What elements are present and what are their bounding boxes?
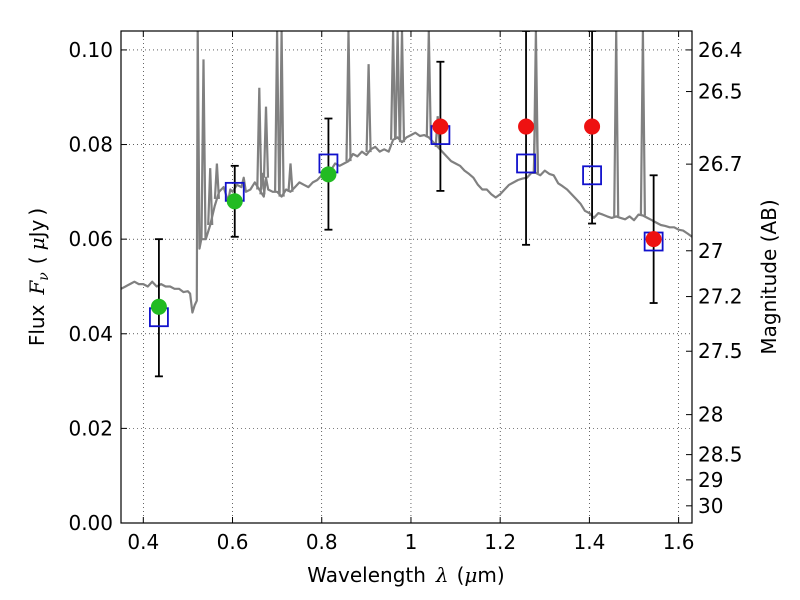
y2-tick-label: 30: [698, 494, 723, 518]
plot-frame: [120, 30, 693, 524]
y2-tick-label: 28: [698, 403, 723, 427]
emission-line: [365, 64, 372, 153]
x-axis-label: Wavelength λ (μm): [307, 563, 504, 587]
emission-line: [200, 59, 207, 240]
x-tick-label: 0.4: [127, 530, 159, 554]
emission-line: [256, 87, 263, 190]
y2-tick-label: 26.7: [698, 152, 743, 176]
y2-tick-label: 27.2: [698, 285, 743, 309]
emission-line: [639, 31, 646, 216]
emission-line: [434, 116, 441, 147]
y2-tick-label: 26.4: [698, 38, 743, 62]
plot-background: [121, 31, 692, 523]
y2-tick-label: 28.5: [698, 443, 743, 467]
x-tick-label: 1.4: [573, 530, 605, 554]
x-tick-label: 1.6: [663, 530, 695, 554]
emission-line: [398, 31, 406, 143]
x-axis: 0.4 0.6 0.8 1 1.2 1.4 1.6: [127, 31, 695, 554]
y-tick-label: 0.00: [68, 511, 113, 535]
green-circle-marker: [226, 193, 243, 210]
y-tick-label: 0.06: [68, 227, 113, 251]
emission-line: [532, 31, 539, 173]
x-tick-label: 0.6: [217, 530, 249, 554]
y2-tick-label: 27: [698, 239, 723, 263]
red-circle-marker: [518, 118, 535, 135]
emission-line: [345, 31, 352, 162]
emission-line: [613, 31, 620, 217]
emission-line: [394, 31, 401, 138]
square-marker: [516, 153, 536, 174]
x-tick-label: 0.8: [306, 530, 338, 554]
red-circle-marker: [584, 118, 601, 135]
green-circle-marker: [150, 298, 167, 315]
emission-line: [259, 172, 266, 195]
emission-line: [425, 31, 432, 138]
y-tick-label: 0.04: [68, 322, 113, 346]
y2-tick-label: 27.5: [698, 339, 743, 363]
red-circle-marker: [432, 118, 449, 135]
square-marker: [582, 165, 602, 186]
y-tick-label: 0.10: [68, 38, 113, 62]
red-circle-marker: [645, 231, 662, 248]
y2-tick-label: 26.5: [698, 80, 743, 104]
emission-line: [278, 31, 285, 197]
y-tick-label: 0.08: [68, 133, 113, 157]
y-axis-label: FluxFν(μJy): [25, 208, 52, 346]
x-tick-label: 1.2: [484, 530, 516, 554]
x-tick-label: 1: [405, 530, 418, 554]
green-circle-marker: [320, 166, 337, 183]
y-tick-label: 0.02: [68, 416, 113, 440]
plot-area: [121, 31, 692, 378]
emission-line: [262, 106, 270, 178]
emission-line: [213, 163, 220, 199]
emission-line: [207, 168, 214, 226]
y-axis: 0.00 0.02 0.04 0.06 0.08 0.10: [68, 38, 127, 535]
y2-tick-label: 29: [698, 468, 723, 492]
y2-axis-label: Magnitude (AB): [757, 199, 781, 354]
emission-line: [274, 31, 281, 192]
emission-line: [390, 31, 397, 140]
emission-line: [287, 163, 294, 192]
